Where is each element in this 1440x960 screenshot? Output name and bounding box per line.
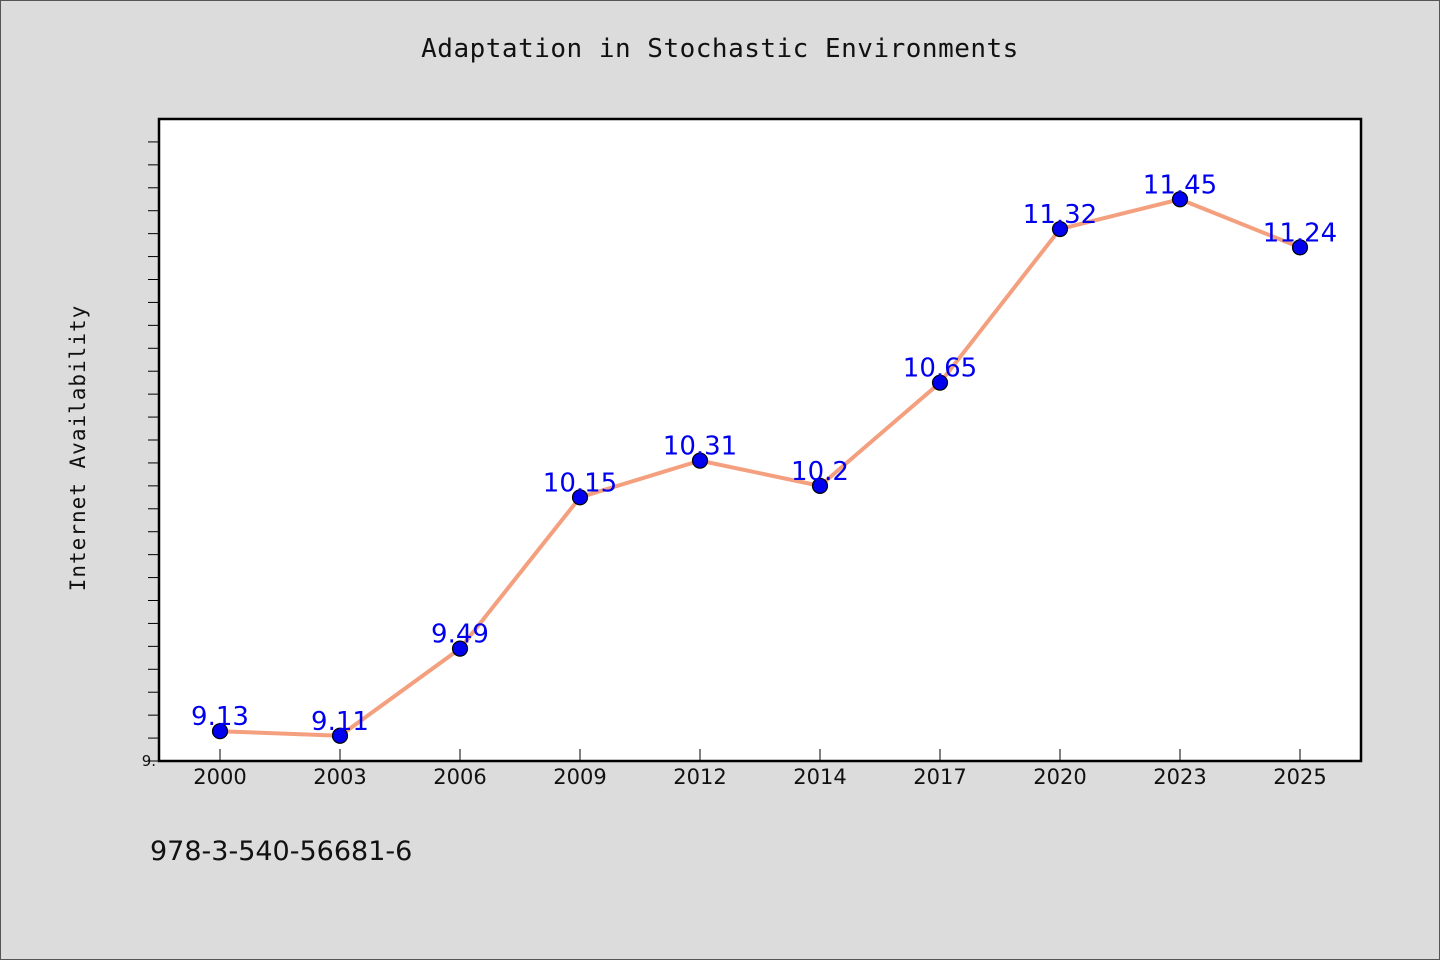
data-point [1171,191,1189,208]
data-point [451,640,469,657]
x-tick-label: 2017 [913,765,966,789]
data-label: 10.65 [903,354,977,384]
chart-title: Adaptation in Stochastic Environments [421,34,1019,64]
series-line [219,197,1301,738]
data-label: 11.24 [1263,218,1337,248]
x-tick-label: 2000 [193,765,246,789]
data-label: 10.31 [663,432,737,462]
data-label: 9.13 [191,702,249,732]
data-label: 10.15 [543,468,617,498]
data-point [1291,239,1309,256]
data-point [571,489,589,506]
data-label: 11.32 [1023,200,1097,230]
data-label: 10.2 [791,457,849,487]
x-tick-label: 2009 [553,765,606,789]
x-tick-label: 2006 [433,765,486,789]
x-tick-label: 2014 [793,765,846,789]
y-tick-label: 9. [142,752,156,770]
data-point [691,452,709,469]
x-tick-label: 2012 [673,765,726,789]
data-point [811,477,829,494]
isbn-text: 978-3-540-56681-6 [150,836,413,867]
x-tick-label: 2003 [313,765,366,789]
data-point [331,727,349,744]
x-tick-label: 2023 [1153,765,1206,789]
x-tick-label: 2020 [1033,765,1086,789]
plot-area [157,117,1363,763]
data-label: 9.11 [311,707,369,737]
data-point [211,723,229,740]
data-point [931,374,949,391]
data-point [1051,220,1069,238]
data-label: 9.49 [431,620,489,650]
x-tick-label: 2025 [1273,765,1326,789]
data-label: 11.45 [1143,170,1217,200]
